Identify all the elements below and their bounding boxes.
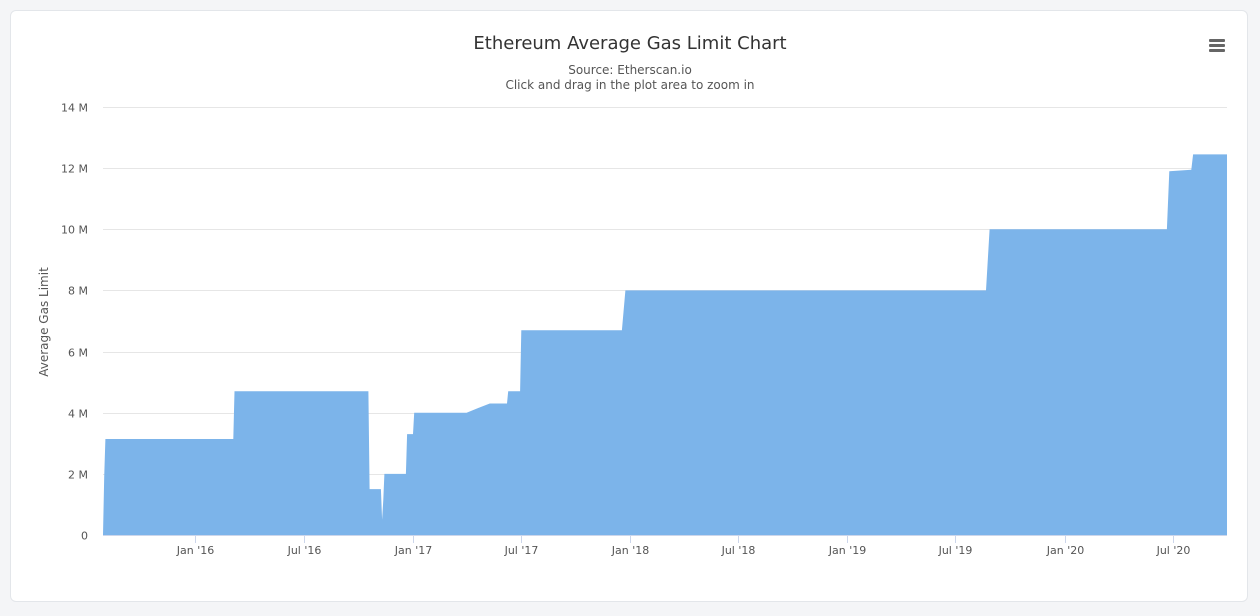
x-tick-label: Jan '20 [1046,544,1084,557]
hamburger-menu-icon[interactable] [1205,35,1229,57]
y-tick-label: 10 M [61,224,88,237]
x-tick-label: Jan '17 [394,544,432,557]
x-tick-label: Jul '19 [938,544,973,557]
x-tick-label: Jul '18 [721,544,756,557]
gas-limit-area [103,154,1227,535]
x-tick-label: Jul '17 [504,544,539,557]
x-tick-label: Jul '16 [287,544,322,557]
x-axis: Jan '16 Jul '16 Jan '17 Jul '17 Jan '18 Jul '… [103,535,1227,557]
zoom-hint: Click and drag in the plot area to zoom … [505,78,755,92]
y-tick-label: 8 M [68,285,88,298]
y-tick-label: 6 M [68,347,88,360]
y-tick-label: 4 M [68,408,88,421]
series-area [103,154,1227,535]
x-tick-label: Jan '16 [176,544,214,557]
chart-title: Ethereum Average Gas Limit Chart [473,33,787,54]
y-tick-label: 12 M [61,163,88,176]
y-tick-label: 0 [81,530,88,543]
y-tick-label: 14 M [61,102,88,115]
y-axis-title: Average Gas Limit [37,267,51,377]
x-tick-label: Jan '18 [611,544,649,557]
chart-source: Source: Etherscan.io [568,63,692,77]
y-axis-labels: 0 2 M 4 M 6 M 8 M 10 M 12 M 14 M [61,102,88,543]
x-tick-label: Jul '20 [1156,544,1191,557]
y-tick-label: 2 M [68,469,88,482]
x-tick-label: Jan '19 [828,544,866,557]
